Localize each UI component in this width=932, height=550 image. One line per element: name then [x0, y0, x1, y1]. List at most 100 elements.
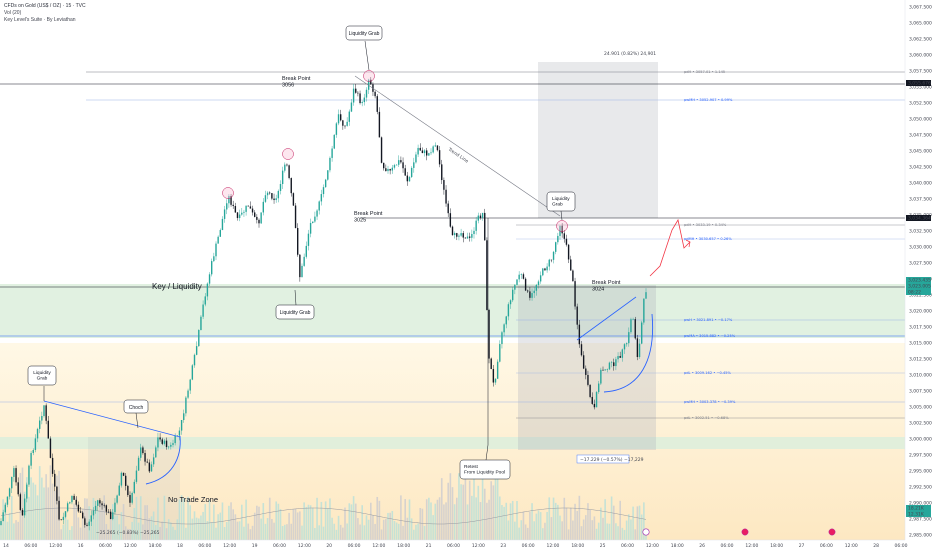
volume-bar	[241, 504, 243, 540]
volume-bar	[148, 518, 151, 540]
volume-bar	[638, 505, 641, 540]
price-tag-label: 08:22	[908, 290, 921, 296]
trend-line-down[interactable]	[354, 75, 561, 217]
candle-body	[127, 485, 129, 496]
volume-bar	[176, 519, 179, 540]
volume-bar	[363, 525, 366, 540]
candle-body	[195, 346, 198, 355]
volume-bar	[288, 512, 290, 540]
volume-bar	[45, 474, 47, 540]
symbol-title[interactable]: CFDs on Gold (US$ / OZ) · 15 · TVC	[4, 3, 86, 9]
candle-body	[150, 464, 153, 472]
candle-body	[211, 261, 213, 275]
candle-body	[208, 274, 211, 284]
candle-body	[146, 461, 148, 463]
candle-body	[66, 503, 69, 512]
candle-body	[374, 91, 376, 97]
fib-labels: pdH • 3057.01 • 1.145 pwMH • 3052.907 • …	[684, 70, 736, 420]
indicator-key-levels[interactable]: Key Level's Suite · By Leviathan	[4, 17, 76, 23]
candle-body	[221, 218, 224, 231]
time-tick: 18:00	[149, 543, 162, 549]
price-axis[interactable]	[905, 0, 932, 540]
candle-body	[501, 332, 503, 345]
candle-body	[393, 165, 396, 168]
volume-bar	[133, 508, 136, 540]
volume-bar	[522, 511, 525, 540]
volume-bar	[610, 496, 613, 540]
candle-body	[621, 349, 624, 358]
indicator-volume[interactable]: Vol (20)	[4, 10, 22, 16]
volume-bar	[71, 526, 73, 540]
candle-body	[97, 500, 99, 506]
candle-body	[608, 362, 611, 370]
volume-bar	[281, 525, 284, 540]
candle-body	[86, 524, 88, 526]
volume-bar	[548, 497, 551, 540]
price-tick: 3,002.500	[909, 421, 932, 427]
candle-body	[415, 154, 417, 163]
volume-bar	[256, 505, 258, 540]
candle-body	[316, 210, 318, 217]
volume-bar	[32, 482, 35, 540]
candle-body	[464, 237, 467, 239]
candle-body	[238, 214, 241, 219]
candlestick-series[interactable]	[0, 77, 647, 531]
candle-body	[314, 216, 316, 222]
volume-bar	[367, 519, 370, 540]
candle-body	[284, 164, 286, 171]
time-tick: 23	[500, 543, 506, 549]
volume-bar	[292, 509, 295, 540]
volume-bar	[544, 522, 546, 540]
candle-body	[520, 274, 522, 275]
candle-body	[107, 511, 110, 513]
volume-bar	[228, 505, 230, 540]
candle-body	[215, 243, 217, 257]
volume-bar	[628, 514, 630, 540]
candle-body	[120, 472, 123, 486]
candle-body	[430, 152, 432, 154]
choch-line[interactable]	[43, 400, 181, 438]
volume-bar	[619, 500, 621, 540]
volume-bar	[501, 505, 503, 540]
volume-bar	[499, 496, 501, 540]
fib-label: pwMH • 3003.378 • −0.39%	[684, 400, 736, 404]
callout-liquidity-grab-left: Liquidity Grab	[33, 370, 51, 382]
candle-body	[281, 170, 284, 185]
volume-bar	[421, 508, 424, 540]
volume-bar	[159, 526, 161, 540]
volume-bar	[490, 481, 492, 540]
volume-bar	[163, 495, 166, 540]
volume-bar	[391, 510, 394, 540]
volume-bar	[112, 504, 114, 540]
volume-bar	[36, 495, 39, 540]
candle-body	[320, 194, 323, 202]
time-axis[interactable]	[0, 540, 905, 550]
candle-body	[539, 275, 542, 282]
volume-bar	[279, 509, 282, 540]
volume-bar	[595, 528, 598, 540]
volume-bar	[17, 521, 19, 540]
candle-body	[202, 304, 204, 317]
candle-body	[337, 114, 340, 124]
volume-bar	[632, 506, 634, 540]
volume-bar	[488, 499, 490, 540]
volume-bar	[238, 521, 241, 540]
rising-trend-line[interactable]	[576, 296, 637, 341]
economic-event-icons[interactable]	[642, 528, 836, 536]
candle-body	[335, 123, 338, 135]
candle-body	[380, 137, 383, 163]
candle-body	[99, 500, 101, 504]
volume-bar	[275, 501, 277, 540]
volume-bar	[518, 527, 520, 540]
candle-body	[363, 97, 366, 103]
candle-body	[258, 219, 260, 224]
volume-bar	[587, 503, 589, 540]
volume-bar	[13, 523, 15, 540]
volume-bar	[597, 522, 600, 540]
volume-bar	[576, 510, 578, 540]
candle-body	[279, 184, 282, 191]
candle-body	[172, 443, 174, 445]
candle-body	[357, 92, 359, 94]
candle-body	[77, 504, 80, 512]
